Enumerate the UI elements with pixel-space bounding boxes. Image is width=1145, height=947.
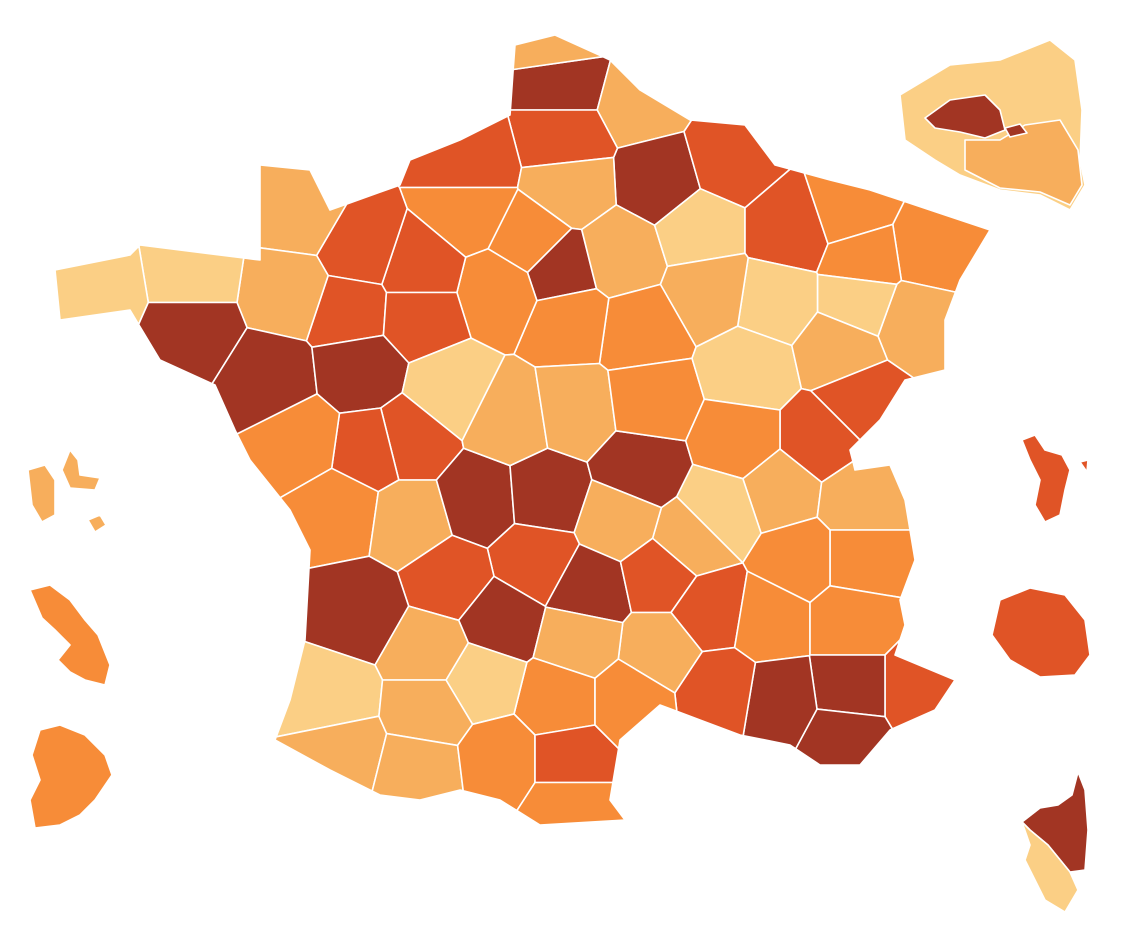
department: [884, 639, 956, 730]
guadeloupe: [27, 449, 107, 533]
department: [512, 34, 604, 71]
mayotte: [1021, 434, 1089, 523]
department: [54, 245, 150, 326]
department: [456, 713, 536, 812]
department: [397, 115, 523, 189]
department: [594, 658, 678, 750]
paris-east: [1004, 123, 1028, 138]
department: [809, 359, 915, 451]
mainland-france: [54, 34, 991, 826]
martinique: [29, 584, 111, 686]
department: [371, 732, 464, 801]
department: [809, 585, 906, 656]
guyane: [29, 724, 113, 829]
department: [516, 781, 626, 826]
corse-du-sud: [1021, 821, 1079, 913]
paris: [924, 94, 1006, 139]
department: [892, 200, 991, 293]
department: [794, 708, 894, 766]
department: [808, 654, 886, 718]
overseas-insets: [27, 39, 1091, 913]
department: [138, 244, 245, 304]
reunion: [991, 587, 1091, 678]
department: [607, 357, 706, 442]
department: [461, 353, 549, 467]
